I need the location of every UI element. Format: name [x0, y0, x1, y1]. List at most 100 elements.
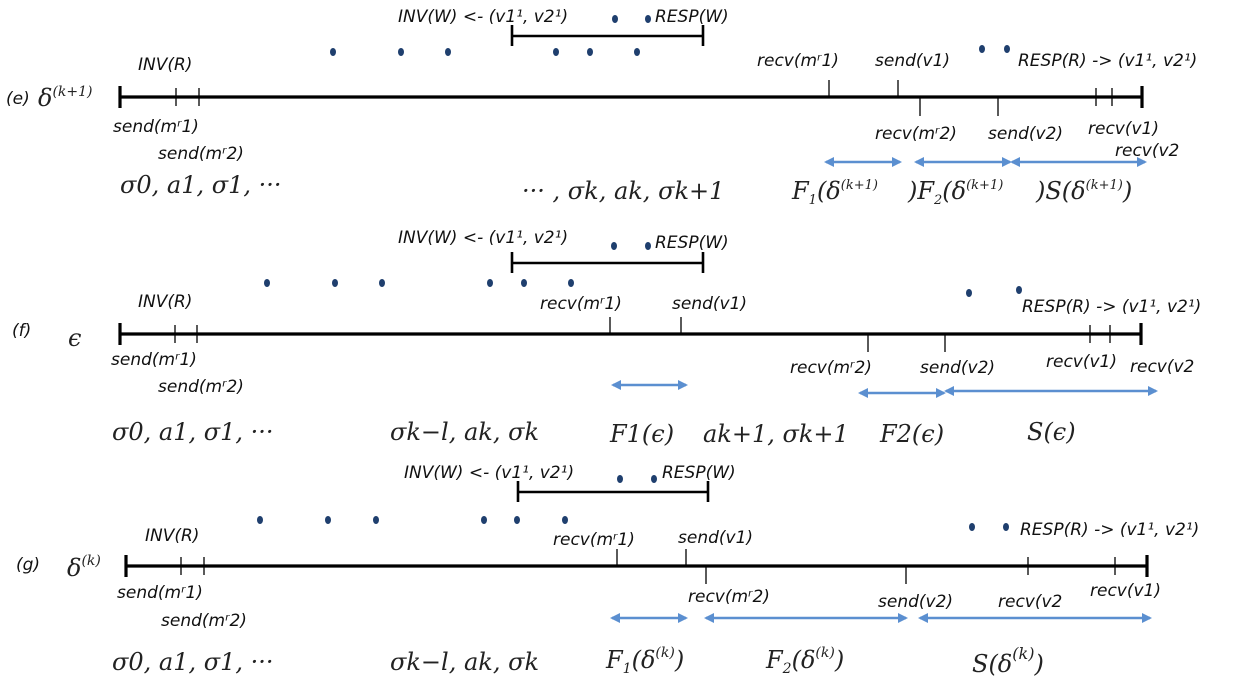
- dot: [979, 45, 985, 53]
- dot: [612, 15, 618, 23]
- dot: [264, 279, 270, 287]
- dot: [645, 15, 651, 23]
- sequence-mid2: ak+1, σk+1: [703, 420, 849, 448]
- f1-arg: (δ: [632, 646, 656, 674]
- f2-label: )F2(δ(k+1): [907, 177, 1003, 208]
- send-v2-label: send(v2): [920, 358, 995, 378]
- s-close: ): [1033, 650, 1043, 678]
- dot: [611, 242, 617, 250]
- write-response-label: RESP(W): [655, 233, 729, 253]
- recv-v1-label: recv(v1): [1090, 581, 1161, 601]
- f1-label: F1(ϵ): [609, 420, 674, 448]
- dot: [330, 48, 336, 56]
- resp-read-label: RESP(R) -> (v1¹, v2¹): [1018, 51, 1197, 71]
- send-v2-label: send(v2): [878, 592, 953, 612]
- dot: [521, 279, 527, 287]
- send-m1-label: send(mʳ1): [117, 583, 203, 603]
- row-f: (f) ϵ INV(W) <- (v1¹, v2¹) RESP(W) INV(R…: [12, 228, 1201, 448]
- dot: [487, 279, 493, 287]
- send-v1-label: send(v1): [672, 294, 747, 314]
- dot: [325, 516, 331, 524]
- f1-label: F1(δ(k+1): [791, 177, 878, 208]
- dot: [645, 242, 651, 250]
- dot: [379, 279, 385, 287]
- dot: [257, 516, 263, 524]
- f1-sup: (k): [655, 645, 674, 661]
- s-sup: (k+1): [1086, 178, 1123, 193]
- dot: [514, 516, 520, 524]
- dot: [617, 475, 623, 483]
- row-tag: (g): [16, 555, 40, 575]
- write-invocation-label: INV(W) <- (v1¹, v2¹): [404, 463, 574, 483]
- send-m1-label: send(mʳ1): [113, 117, 199, 137]
- sequence-left: σ0, a1, σ1, ···: [120, 171, 282, 199]
- recv-v2-label: recv(v2: [1130, 357, 1194, 377]
- send-v1-label: send(v1): [875, 51, 950, 71]
- f1-close: ): [674, 646, 684, 674]
- s-label: S(δ(k)): [972, 644, 1044, 678]
- dot: [966, 289, 972, 297]
- send-m2-label: send(mʳ2): [158, 377, 244, 397]
- send-v2-label: send(v2): [988, 124, 1063, 144]
- dot: [553, 48, 559, 56]
- send-m1-label: send(mʳ1): [111, 350, 197, 370]
- resp-read-label: RESP(R) -> (v1¹, v2¹): [1020, 520, 1199, 540]
- exec-superscript: (k): [81, 553, 100, 569]
- recv-m2-label: recv(mʳ2): [790, 358, 872, 378]
- dot: [568, 279, 574, 287]
- sequence-mid: ··· , σk, ak, σk+1: [522, 177, 724, 205]
- execution-symbol: δ(k+1): [38, 84, 93, 112]
- dot: [481, 516, 487, 524]
- write-response-label: RESP(W): [662, 463, 736, 483]
- s-label: S(ϵ): [1027, 418, 1076, 446]
- f2-label: F2(δ(k)): [765, 645, 844, 677]
- row-e: (e) δ(k+1) INV(W) <- (v1¹, v2¹) RESP(W) …: [6, 7, 1197, 208]
- row-tag: (e): [6, 89, 30, 109]
- f2-arg: (δ: [792, 646, 816, 674]
- recv-m1-label: recv(mʳ1): [553, 530, 635, 550]
- s-sup: (k): [1012, 644, 1034, 663]
- write-response-label: RESP(W): [655, 7, 729, 27]
- sequence-mid: σk−l, ak, σk: [390, 418, 539, 446]
- sequence-left: σ0, a1, σ1, ···: [112, 418, 274, 446]
- recv-m1-label: recv(mʳ1): [757, 51, 839, 71]
- recv-v2-label: recv(v2: [1115, 141, 1179, 161]
- f2-arg: (δ: [942, 177, 966, 205]
- row-tag: (f): [12, 321, 31, 341]
- dot: [587, 48, 593, 56]
- s-close: ): [1122, 177, 1132, 205]
- dot: [1016, 286, 1022, 294]
- resp-read-label: RESP(R) -> (v1¹, v2¹): [1022, 297, 1201, 317]
- ellipsis-dots: [330, 15, 1010, 56]
- exec-superscript: (k+1): [52, 84, 92, 100]
- ellipsis-dots: [257, 475, 1009, 531]
- dot: [332, 279, 338, 287]
- ellipsis-dots: [264, 242, 1022, 297]
- f1-arg: (δ: [817, 177, 841, 205]
- dot: [634, 48, 640, 56]
- send-m2-label: send(mʳ2): [161, 611, 247, 631]
- dot: [562, 516, 568, 524]
- dot: [651, 475, 657, 483]
- write-invocation-label: INV(W) <- (v1¹, v2¹): [398, 7, 568, 27]
- dot: [398, 48, 404, 56]
- execution-symbol: ϵ: [68, 324, 81, 352]
- f2-label: F2(ϵ): [879, 420, 944, 448]
- inv-read-label: INV(R): [138, 292, 192, 312]
- send-v1-label: send(v1): [678, 528, 753, 548]
- row-g: (g) δ(k) INV(W) <- (v1¹, v2¹) RESP(W) IN…: [16, 463, 1199, 678]
- dot: [969, 523, 975, 531]
- send-m2-label: send(mʳ2): [158, 144, 244, 164]
- s-label: )S(δ(k+1)): [1035, 177, 1132, 205]
- recv-v1-label: recv(v1): [1088, 119, 1159, 139]
- dot: [445, 48, 451, 56]
- dot: [1003, 523, 1009, 531]
- inv-read-label: INV(R): [145, 526, 199, 546]
- dot: [1004, 45, 1010, 53]
- dot: [373, 516, 379, 524]
- recv-v1-label: recv(v1): [1046, 352, 1117, 372]
- f2-subscript: 2: [933, 193, 942, 208]
- f2-sup: (k+1): [966, 178, 1003, 193]
- sequence-left: σ0, a1, σ1, ···: [112, 648, 274, 676]
- f2-close: ): [834, 646, 844, 674]
